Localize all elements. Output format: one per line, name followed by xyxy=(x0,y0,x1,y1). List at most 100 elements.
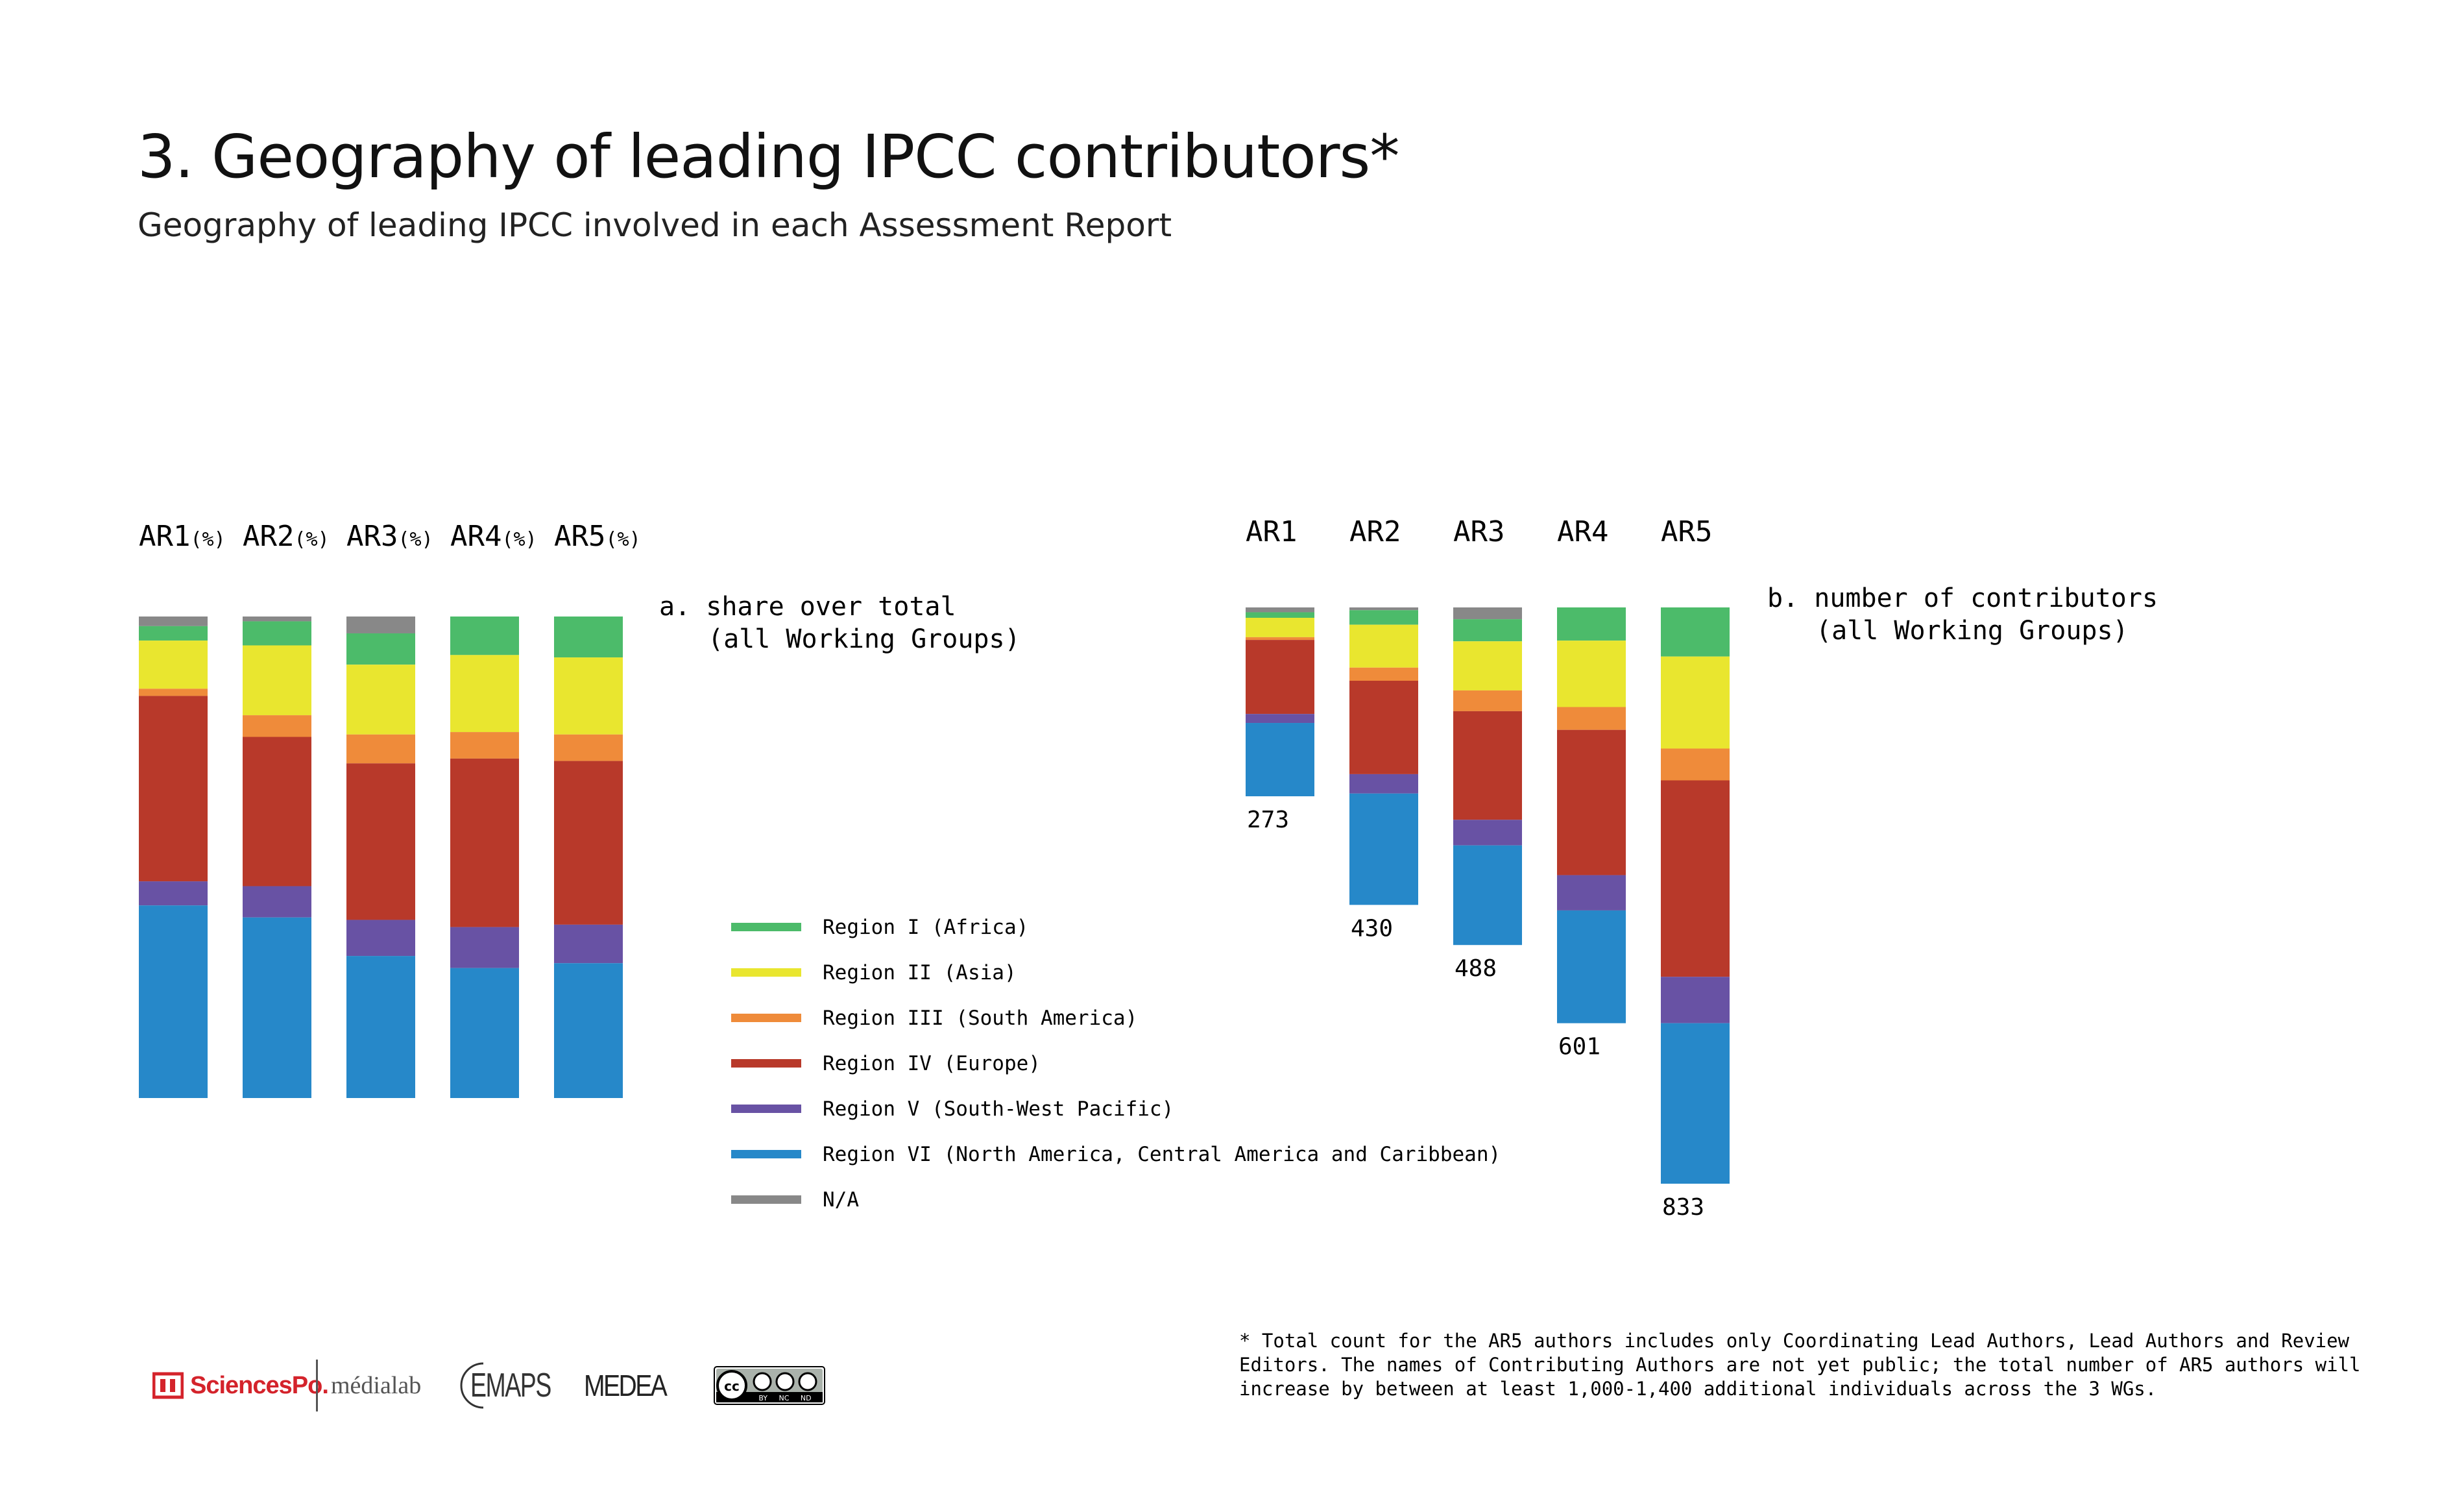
share-bar-ar4-region-iv-europe xyxy=(450,758,519,927)
cc-license-icon: cc BY NC ND xyxy=(714,1366,825,1405)
count-category-label-ar2: AR2 xyxy=(1349,515,1401,548)
share-bar-ar3-region-iv-europe xyxy=(346,763,415,920)
count-bar-ar2-region-ii-asia xyxy=(1349,624,1418,668)
share-bar-ar2-region-i-africa xyxy=(243,621,311,646)
page-title: 3. Geography of leading IPCC contributor… xyxy=(138,122,1399,191)
count-category-label-ar1: AR1 xyxy=(1246,515,1297,548)
count-bar-ar1-region-iii-south-america xyxy=(1246,637,1314,641)
legend-swatch-region-i-africa xyxy=(731,923,801,931)
count-total-label-ar5: 833 xyxy=(1662,1194,1704,1221)
share-bar-ar2-region-iii-south-america xyxy=(243,715,311,737)
medea-logo: MEDEA xyxy=(584,1356,681,1415)
count-bar-ar4-region-iii-south-america xyxy=(1557,707,1626,730)
count-bar-ar2-region-v-south-west-pacific xyxy=(1349,774,1418,794)
share-bar-ar4-region-iii-south-america xyxy=(450,732,519,759)
share-bar-ar4-region-v-south-west-pacific xyxy=(450,927,519,968)
count-total-label-ar1: 273 xyxy=(1247,807,1289,833)
legend-label-region-i-africa: Region I (Africa) xyxy=(823,916,1028,939)
share-bar-ar3-region-v-south-west-pacific xyxy=(346,920,415,957)
share-bar-ar5-region-v-south-west-pacific xyxy=(554,924,623,964)
count-bar-ar4-region-i-africa xyxy=(1557,607,1626,641)
share-bar-ar1-region-v-south-west-pacific xyxy=(139,881,208,906)
count-bar-ar1-region-i-africa xyxy=(1246,612,1314,618)
share-bar-ar4-region-vi-north-america-central-america-and-caribbean xyxy=(450,968,519,1098)
logo-divider xyxy=(316,1356,318,1415)
count-bar-ar2-region-vi-north-america-central-america-and-caribbean xyxy=(1349,793,1418,905)
legend-label-region-ii-asia: Region II (Asia) xyxy=(823,961,1017,984)
medialab-wordmark: médialab xyxy=(331,1372,422,1399)
share-bar-ar3-n-a xyxy=(346,617,415,633)
share-bar-ar3-region-ii-asia xyxy=(346,665,415,735)
legend-label-region-iv-europe: Region IV (Europe) xyxy=(823,1052,1041,1075)
count-category-label-ar3: AR3 xyxy=(1453,515,1504,548)
count-bar-ar3-region-ii-asia xyxy=(1453,641,1522,690)
share-bar-ar1-region-i-africa xyxy=(139,626,208,641)
count-bar-ar2-region-i-africa xyxy=(1349,610,1418,625)
sciencespo-emblem-icon xyxy=(152,1372,184,1399)
count-bar-ar2-region-iv-europe xyxy=(1349,680,1418,774)
share-category-label-ar3: AR3(%) xyxy=(346,520,433,553)
share-bar-ar5-region-i-africa xyxy=(554,617,623,658)
count-panel-label-line1: b. number of contributors xyxy=(1767,583,2158,613)
share-bar-ar1-n-a xyxy=(139,617,208,626)
count-bar-ar1-n-a xyxy=(1246,607,1314,613)
legend-swatch-region-vi-north-america-central-america-and-caribbean xyxy=(731,1150,801,1158)
count-category-label-ar5: AR5 xyxy=(1661,515,1712,548)
count-bar-ar5-region-i-africa xyxy=(1661,607,1730,657)
count-bar-ar5-region-iv-europe xyxy=(1661,780,1730,977)
legend-label-region-iii-south-america: Region III (South America) xyxy=(823,1007,1137,1030)
count-total-label-ar2: 430 xyxy=(1351,915,1393,942)
emaps-arc-icon xyxy=(460,1362,484,1409)
share-bar-ar5-region-iii-south-america xyxy=(554,734,623,761)
share-bar-ar3-region-iii-south-america xyxy=(346,734,415,764)
cc-license-logo: cc BY NC ND xyxy=(714,1356,825,1415)
legend-swatch-region-iii-south-america xyxy=(731,1014,801,1022)
count-bar-ar3-region-iv-europe xyxy=(1453,711,1522,820)
share-panel-label-line1: a. share over total xyxy=(659,592,956,622)
emaps-wordmark: EMAPS xyxy=(470,1367,551,1404)
share-bar-ar4-region-ii-asia xyxy=(450,655,519,733)
share-bar-ar3-region-vi-north-america-central-america-and-caribbean xyxy=(346,956,415,1098)
count-bar-ar2-region-iii-south-america xyxy=(1349,667,1418,681)
share-panel-label-line2: (all Working Groups) xyxy=(708,624,1021,654)
count-bar-ar4-region-ii-asia xyxy=(1557,641,1626,707)
count-bar-ar1-region-v-south-west-pacific xyxy=(1246,714,1314,724)
count-bar-ar3-region-vi-north-america-central-america-and-caribbean xyxy=(1453,845,1522,946)
count-bar-ar3-region-iii-south-america xyxy=(1453,690,1522,711)
count-bar-ar5-region-v-south-west-pacific xyxy=(1661,977,1730,1023)
count-bar-ar4-region-v-south-west-pacific xyxy=(1557,875,1626,910)
count-category-label-ar4: AR4 xyxy=(1557,515,1608,548)
legend-label-region-vi-north-america-central-america-and-caribbean: Region VI (North America, Central Americ… xyxy=(823,1143,1501,1166)
share-category-label-ar5: AR5(%) xyxy=(554,520,641,553)
count-bar-ar3-region-i-africa xyxy=(1453,619,1522,642)
share-category-label-ar4: AR4(%) xyxy=(450,520,537,553)
share-bar-ar5-region-iv-europe xyxy=(554,761,623,925)
logo-strip: SciencesPo. médialab EMAPS MEDEA cc xyxy=(152,1356,827,1415)
count-bar-ar4-region-iv-europe xyxy=(1557,729,1626,875)
share-bar-ar2-region-ii-asia xyxy=(243,645,311,716)
count-bar-ar1-region-vi-north-america-central-america-and-caribbean xyxy=(1246,723,1314,797)
page-subtitle: Geography of leading IPCC involved in ea… xyxy=(138,206,1172,244)
count-bar-ar1-region-ii-asia xyxy=(1246,617,1314,637)
cc-terms-text: BY NC ND xyxy=(758,1394,811,1402)
count-panel-label-line2: (all Working Groups) xyxy=(1816,616,2129,646)
count-bar-ar1-region-iv-europe xyxy=(1246,640,1314,714)
share-category-label-ar1: AR1(%) xyxy=(139,520,226,553)
share-bar-ar2-n-a xyxy=(243,617,311,622)
count-total-label-ar3: 488 xyxy=(1455,955,1497,982)
share-category-label-ar2: AR2(%) xyxy=(243,520,330,553)
sciencespo-wordmark: SciencesPo. xyxy=(190,1371,329,1399)
share-bar-ar5-region-ii-asia xyxy=(554,657,623,735)
footnote: * Total count for the AR5 authors includ… xyxy=(1239,1330,2361,1400)
count-bar-ar5-region-vi-north-america-central-america-and-caribbean xyxy=(1661,1023,1730,1184)
count-bar-ar3-region-v-south-west-pacific xyxy=(1453,820,1522,846)
legend-swatch-region-ii-asia xyxy=(731,968,801,977)
share-bar-ar1-region-iv-europe xyxy=(139,696,208,882)
share-bar-ar5-region-vi-north-america-central-america-and-caribbean xyxy=(554,963,623,1098)
legend-label-region-v-south-west-pacific: Region V (South-West Pacific) xyxy=(823,1097,1174,1121)
count-total-label-ar4: 601 xyxy=(1558,1034,1600,1060)
share-bar-ar2-region-vi-north-america-central-america-and-caribbean xyxy=(243,917,311,1098)
count-bar-ar5-region-ii-asia xyxy=(1661,656,1730,749)
